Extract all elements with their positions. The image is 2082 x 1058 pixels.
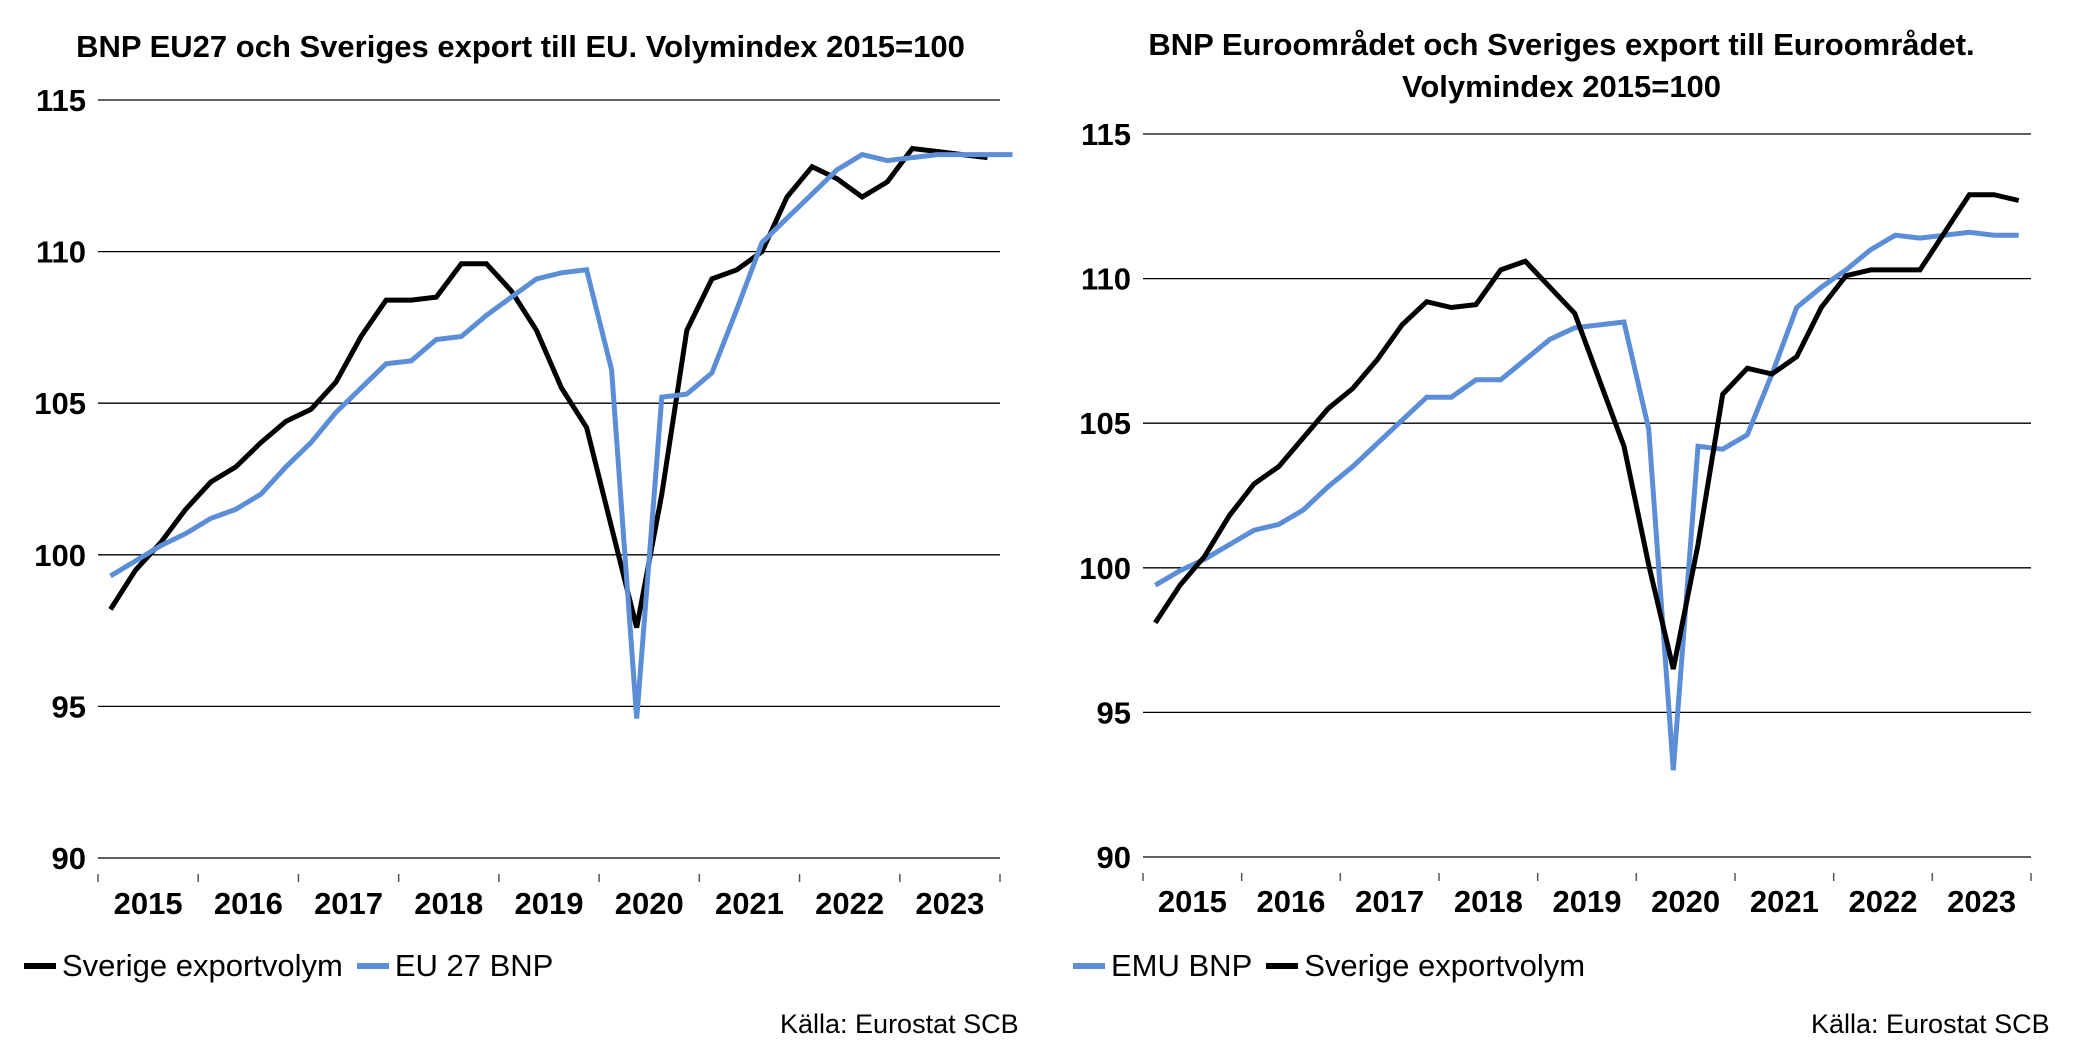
x-tick-label: 2019: [1553, 884, 1622, 919]
x-tick-label: 2023: [1947, 884, 2016, 919]
series-line: [1154, 229, 2019, 771]
legend-swatch: [1266, 963, 1299, 969]
y-tick-label: 95: [1097, 695, 1131, 730]
legend-swatch: [24, 963, 56, 969]
x-tick-label: 2019: [515, 886, 584, 921]
legend: Sverige exportvolym EU 27 BNP: [24, 948, 567, 984]
legend-item: EMU BNP: [1073, 948, 1252, 984]
x-tick-label: 2017: [314, 886, 383, 921]
legend-item: EU 27 BNP: [356, 948, 554, 984]
y-tick-label: 115: [1081, 117, 1131, 152]
chart-title-line: BNP Euroområdet och Sveriges export till…: [1148, 27, 1975, 62]
source-note: Källa: Eurostat SCB: [1811, 1009, 2050, 1039]
x-tick-label: 2022: [815, 886, 884, 921]
x-tick-label: 2022: [1849, 884, 1918, 919]
x-tick-label: 2015: [1158, 884, 1227, 919]
chart-title: BNP Euroområdet och Sveriges export till…: [1041, 24, 2082, 108]
legend-item: Sverige exportvolym: [1266, 948, 1585, 984]
legend-label: Sverige exportvolym: [1304, 948, 1586, 983]
y-tick-label: 105: [34, 386, 86, 421]
x-tick-label: 2023: [915, 886, 984, 921]
y-tick-label: 90: [1097, 840, 1131, 875]
y-tick-label: 105: [1079, 406, 1131, 441]
x-tick-label: 2016: [1257, 884, 1326, 919]
chart-panel-right: BNP Euroområdet och Sveriges export till…: [1041, 0, 2082, 1058]
legend-swatch: [1073, 963, 1105, 969]
legend-label: Sverige exportvolym: [62, 948, 343, 983]
chart-panel-left: BNP EU27 och Sveriges export till EU. Vo…: [24, 29, 1019, 1039]
y-tick-label: 100: [34, 538, 86, 573]
line-chart-left: 90 95 100 105 110 115 2015 2016 2017 2018 2019 2020…: [34, 83, 1013, 921]
legend: EMU BNP Sverige exportvolym: [1073, 948, 1599, 984]
y-tick-label: 110: [36, 235, 86, 270]
x-tick-label: 2020: [615, 886, 684, 921]
y-tick-label: 95: [52, 689, 86, 724]
x-tick-label: 2016: [214, 886, 283, 921]
x-tick-label: 2018: [414, 886, 483, 921]
legend-label: EU 27 BNP: [394, 948, 554, 983]
x-tick-label: 2021: [715, 886, 784, 921]
legend-label: EMU BNP: [1111, 948, 1253, 983]
legend-swatch: [356, 963, 389, 969]
y-tick-label: 100: [1079, 551, 1131, 586]
legend-item: Sverige exportvolym: [24, 948, 343, 984]
x-tick-label: 2017: [1355, 884, 1424, 919]
series-line: [109, 151, 1013, 719]
x-tick-label: 2021: [1750, 884, 1819, 919]
series-line: [1153, 192, 2020, 670]
y-tick-label: 110: [1081, 262, 1131, 297]
series-line: [108, 145, 988, 629]
y-tick-label: 90: [52, 841, 86, 876]
y-tick-label: 115: [36, 83, 86, 118]
chart-title-line: Volymindex 2015=100: [1401, 69, 1722, 104]
x-tick-label: 2020: [1651, 884, 1720, 919]
x-tick-label: 2018: [1454, 884, 1523, 919]
x-tick-label: 2015: [114, 886, 183, 921]
line-chart-right: 90 95 100 105 110 115 2015 2016 2017 2018 2019 2020…: [1079, 117, 2032, 919]
chart-title: BNP EU27 och Sveriges export till EU. Vo…: [76, 29, 965, 64]
source-note: Källa: Eurostat SCB: [780, 1009, 1019, 1039]
